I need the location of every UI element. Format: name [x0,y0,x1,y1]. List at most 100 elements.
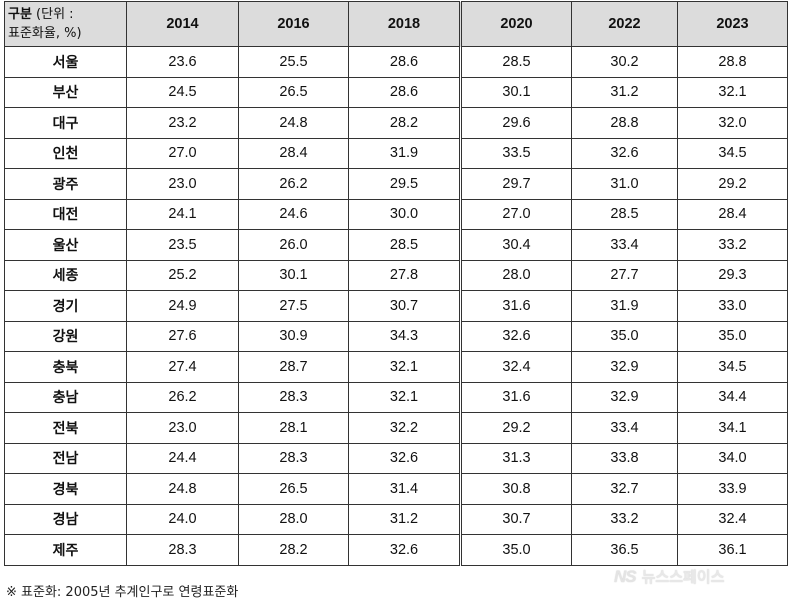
region-cell: 서울 [4,46,127,78]
value-cell: 32.2 [348,412,461,444]
value-cell: 27.5 [238,290,349,322]
value-cell: 33.4 [571,412,678,444]
region-cell: 충남 [4,381,127,413]
region-cell: 대구 [4,107,127,139]
value-cell: 30.4 [459,229,572,261]
value-cell: 23.6 [126,46,239,78]
value-cell: 28.8 [571,107,678,139]
value-cell: 28.0 [238,503,349,535]
value-cell: 27.0 [459,198,572,230]
value-cell: 30.8 [459,473,572,505]
region-cell: 광주 [4,168,127,200]
value-cell: 35.0 [677,320,788,352]
value-cell: 26.2 [238,168,349,200]
value-cell: 32.4 [459,351,572,383]
value-cell: 33.2 [677,229,788,261]
value-cell: 31.3 [459,442,572,474]
value-cell: 34.4 [677,381,788,413]
value-cell: 34.5 [677,137,788,169]
region-cell: 세종 [4,259,127,291]
value-cell: 23.0 [126,168,239,200]
value-cell: 36.1 [677,534,788,566]
value-cell: 32.1 [677,76,788,108]
value-cell: 36.5 [571,534,678,566]
value-cell: 31.9 [571,290,678,322]
watermark-logo: NS [614,566,637,586]
value-cell: 28.4 [677,198,788,230]
value-cell: 24.8 [126,473,239,505]
table-row: 경남 24.0 28.0 31.2 30.7 33.2 32.4 [4,503,788,535]
value-cell: 26.2 [126,381,239,413]
corner-header: 구분 (단위 : 표준화율, %) [4,1,127,47]
region-cell: 울산 [4,229,127,261]
value-cell: 28.3 [238,442,349,474]
value-cell: 27.7 [571,259,678,291]
corner-unit-start: (단위 : [31,7,74,22]
table-body: 서울 23.6 25.5 28.6 28.5 30.2 28.8 부산 24.5 26.5 28.6… [4,46,788,566]
value-cell: 32.6 [571,137,678,169]
value-cell: 28.8 [677,46,788,78]
value-cell: 24.8 [238,107,349,139]
value-cell: 34.0 [677,442,788,474]
value-cell: 26.5 [238,76,349,108]
year-header: 2023 [677,1,788,47]
table-row: 대구 23.2 24.8 28.2 29.6 28.8 32.0 [4,107,788,139]
value-cell: 29.3 [677,259,788,291]
value-cell: 24.0 [126,503,239,535]
value-cell: 31.4 [348,473,461,505]
value-cell: 24.4 [126,442,239,474]
table-row: 세종 25.2 30.1 27.8 28.0 27.7 29.3 [4,259,788,291]
value-cell: 23.0 [126,412,239,444]
value-cell: 31.2 [348,503,461,535]
value-cell: 27.8 [348,259,461,291]
value-cell: 24.1 [126,198,239,230]
region-cell: 강원 [4,320,127,352]
value-cell: 24.6 [238,198,349,230]
value-cell: 29.7 [459,168,572,200]
value-cell: 30.1 [459,76,572,108]
data-table: 구분 (단위 : 표준화율, %) 2014 2016 2018 2020 20… [4,1,788,566]
table-row: 인천 27.0 28.4 31.9 33.5 32.6 34.5 [4,137,788,169]
value-cell: 25.2 [126,259,239,291]
value-cell: 28.5 [348,229,461,261]
value-cell: 30.0 [348,198,461,230]
value-cell: 28.3 [126,534,239,566]
region-cell: 제주 [4,534,127,566]
year-header: 2022 [571,1,678,47]
table-row: 경북 24.8 26.5 31.4 30.8 32.7 33.9 [4,473,788,505]
value-cell: 31.6 [459,381,572,413]
value-cell: 33.9 [677,473,788,505]
value-cell: 26.5 [238,473,349,505]
value-cell: 35.0 [571,320,678,352]
value-cell: 28.6 [348,46,461,78]
footnote: ※ 표준화: 2005년 추계인구로 연령표준화 [6,585,239,600]
value-cell: 33.5 [459,137,572,169]
value-cell: 32.0 [677,107,788,139]
value-cell: 28.6 [348,76,461,108]
value-cell: 23.2 [126,107,239,139]
value-cell: 28.5 [459,46,572,78]
value-cell: 30.9 [238,320,349,352]
value-cell: 30.7 [459,503,572,535]
value-cell: 33.8 [571,442,678,474]
corner-unit: 표준화율, %) [8,26,82,41]
region-cell: 부산 [4,76,127,108]
value-cell: 30.2 [571,46,678,78]
value-cell: 32.6 [348,442,461,474]
value-cell: 25.5 [238,46,349,78]
value-cell: 32.4 [677,503,788,535]
value-cell: 29.2 [677,168,788,200]
table-row: 대전 24.1 24.6 30.0 27.0 28.5 28.4 [4,198,788,230]
watermark-text: 뉴스스페이스 [641,568,725,586]
value-cell: 28.2 [238,534,349,566]
value-cell: 30.1 [238,259,349,291]
value-cell: 34.5 [677,351,788,383]
value-cell: 28.0 [459,259,572,291]
year-header: 2014 [126,1,239,47]
year-header: 2016 [238,1,349,47]
year-header: 2020 [459,1,572,47]
value-cell: 29.2 [459,412,572,444]
region-cell: 대전 [4,198,127,230]
value-cell: 32.9 [571,381,678,413]
value-cell: 32.1 [348,381,461,413]
